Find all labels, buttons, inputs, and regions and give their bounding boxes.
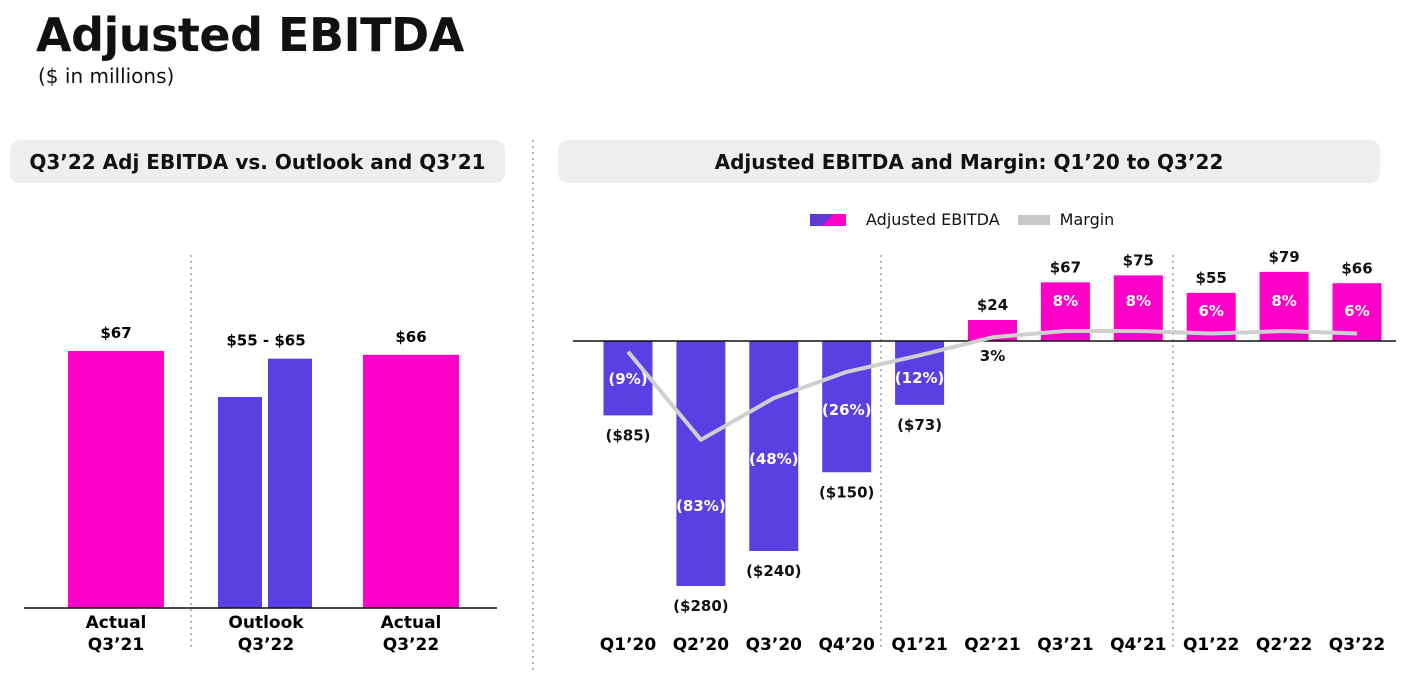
right-value-label-9: $79 [1268, 248, 1299, 266]
right-margin-label-0: (9%) [608, 370, 647, 388]
right-value-label-1: ($280) [673, 597, 728, 615]
right-margin-label-6: 8% [1053, 292, 1078, 310]
right-category-label-0: Q1’20 [600, 635, 657, 655]
left-category-label-2-1: Q3’22 [383, 635, 439, 655]
right-margin-label-10: 6% [1344, 302, 1369, 320]
right-value-label-7: $75 [1123, 251, 1154, 269]
right-category-label-4: Q1’21 [891, 635, 947, 655]
right-value-label-2: ($240) [746, 562, 801, 580]
right-category-label-6: Q3’21 [1037, 635, 1093, 655]
left-bar-1 [218, 397, 262, 608]
right-margin-label-5: 3% [980, 347, 1005, 365]
left-bar-0 [68, 351, 164, 608]
right-value-label-10: $66 [1341, 259, 1372, 277]
ebitda-legend-swatch [810, 213, 846, 226]
margin-legend-swatch [1017, 214, 1050, 225]
right-category-label-2: Q3’20 [746, 635, 803, 655]
margin-line [626, 329, 1358, 442]
right-margin-label-8: 6% [1198, 302, 1223, 320]
right-margin-label-9: 8% [1271, 292, 1296, 310]
left-chart-title: Q3’22 Adj EBITDA vs. Outlook and Q3’21 [10, 140, 505, 183]
right-value-label-5: $24 [977, 296, 1008, 314]
page-subtitle: ($ in millions) [38, 64, 175, 88]
left-value-label-2: $66 [395, 328, 426, 346]
right-category-label-3: Q4’20 [818, 635, 875, 655]
right-chart-title: Adjusted EBITDA and Margin: Q1’20 to Q3’… [558, 140, 1380, 183]
chart-legend: Adjusted EBITDA Margin [810, 210, 1114, 229]
right-bar-Q320 [749, 341, 799, 551]
left-category-label-1-0: Outlook [228, 613, 304, 633]
right-category-label-9: Q2’22 [1256, 635, 1312, 655]
legend-label-margin: Margin [1059, 210, 1115, 229]
right-value-label-0: ($85) [605, 426, 650, 444]
right-category-label-7: Q4’21 [1110, 635, 1166, 655]
right-margin-label-3: (26%) [822, 401, 872, 419]
left-category-label-0-1: Q3’21 [88, 635, 144, 655]
right-margin-label-4: (12%) [895, 369, 945, 387]
right-bar-Q420 [822, 341, 872, 473]
left-category-label-0-0: Actual [86, 613, 147, 633]
left-category-label-1-1: Q3’22 [238, 635, 294, 655]
page-title: Adjusted EBITDA [36, 8, 464, 62]
left-bar-3 [363, 354, 459, 608]
right-value-label-4: ($73) [897, 416, 942, 434]
left-value-label-0: $67 [100, 324, 131, 342]
right-margin-label-1: (83%) [676, 497, 726, 515]
legend-label-ebitda: Adjusted EBITDA [866, 210, 1000, 229]
left-value-label-1: $55 - $65 [226, 332, 305, 350]
right-margin-label-2: (48%) [749, 450, 799, 468]
right-margin-label-7: 8% [1126, 292, 1151, 310]
left-bar-2 [268, 358, 312, 608]
right-category-label-1: Q2’20 [673, 635, 730, 655]
right-category-label-10: Q3’22 [1329, 635, 1385, 655]
right-category-label-8: Q1’22 [1183, 635, 1239, 655]
left-category-label-2-0: Actual [381, 613, 442, 633]
right-value-label-3: ($150) [819, 483, 874, 501]
right-value-label-6: $67 [1050, 258, 1081, 276]
right-bar-Q220 [676, 341, 726, 586]
right-value-label-8: $55 [1196, 269, 1227, 287]
right-category-label-5: Q2’21 [964, 635, 1020, 655]
